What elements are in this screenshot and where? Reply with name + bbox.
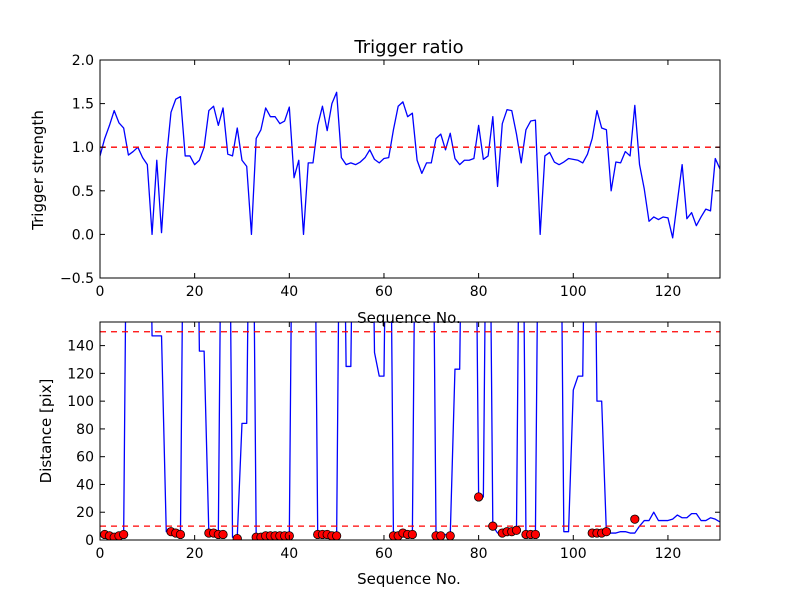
trigger-strength-y-label: Trigger strength (29, 110, 47, 231)
distance-y-tick-label: 60 (76, 450, 94, 466)
distance-x-tick-label: 100 (560, 546, 587, 562)
distance-marker-point (474, 492, 484, 502)
distance-y-label: Distance [pix] (37, 379, 55, 484)
distance-marker-point (218, 529, 228, 540)
distance-x-tick-label: 0 (96, 546, 105, 562)
distance-x-tick-label: 40 (280, 546, 298, 562)
distance-y-tick-label: 100 (67, 394, 94, 410)
trigger-y-tick-label: 0.0 (72, 227, 94, 243)
distance-y-tick-label: 120 (67, 366, 94, 382)
distance-plot-area: 0 20 40 60 80 100 120 0 20 40 60 80 100 120 140 (67, 321, 721, 562)
distance-y-tick-label: 0 (85, 533, 94, 549)
distance-x-label: Sequence No. (357, 570, 461, 588)
trigger-y-tick-label: 0.5 (72, 184, 94, 200)
distance-marker-point (119, 529, 129, 540)
distance-marker-point (232, 534, 242, 540)
trigger-ratio-x-label: Sequence No. (357, 309, 461, 327)
trigger-data-layer (100, 91, 720, 239)
trigger-ratio-plot-area: 0 20 40 60 80 100 120 −0.5 0.0 0.5 1.0 1.5 2.0 (60, 53, 721, 300)
trigger-x-tick-label: 20 (186, 284, 204, 300)
trigger-x-tick-label: 60 (375, 284, 393, 300)
distance-marker-point (407, 529, 417, 540)
distance-marker-point (601, 527, 612, 537)
trigger-y-tick-label: 1.5 (72, 97, 94, 113)
trigger-y-tick-label: 1.0 (72, 140, 94, 156)
distance-marker-point (332, 531, 342, 540)
trigger-x-tick-label: 100 (560, 284, 587, 300)
distance-marker-point (436, 531, 446, 540)
distance-marker-point (175, 529, 186, 540)
trigger-x-tick-label: 0 (96, 284, 105, 300)
distance-marker-point (530, 529, 541, 540)
distance-y-tick-label: 40 (76, 477, 94, 493)
distance-y-tick-label: 140 (67, 339, 94, 355)
trigger-x-tick-label: 120 (655, 284, 682, 300)
trigger-axes-frame (99, 59, 721, 279)
distance-y-tick-label: 80 (76, 422, 94, 438)
distance-x-tick-label: 20 (186, 546, 204, 562)
distance-marker-point (488, 521, 498, 531)
distance-marker-point (630, 514, 640, 524)
trigger-x-tick-label: 40 (280, 284, 298, 300)
trigger-y-tick-label: 2.0 (72, 53, 94, 69)
trigger-y-tick-label: −0.5 (60, 271, 94, 287)
distance-panel: Distance [pix] Sequence No. 0 20 40 60 80 100… (37, 321, 721, 588)
distance-marker-point (511, 525, 522, 535)
distance-series-line-0 (100, 322, 720, 538)
trigger-series-line-0 (100, 91, 720, 239)
trigger-x-tick-label: 80 (470, 284, 488, 300)
distance-x-tick-label: 120 (655, 546, 682, 562)
distance-y-tick-label: 20 (76, 505, 94, 521)
distance-axes-frame (99, 321, 721, 541)
distance-x-tick-label: 60 (375, 546, 393, 562)
distance-x-tick-label: 80 (470, 546, 488, 562)
distance-data-layer (100, 322, 720, 540)
trigger-ratio-title: Trigger ratio (353, 37, 463, 58)
distance-marker-point (445, 531, 455, 540)
